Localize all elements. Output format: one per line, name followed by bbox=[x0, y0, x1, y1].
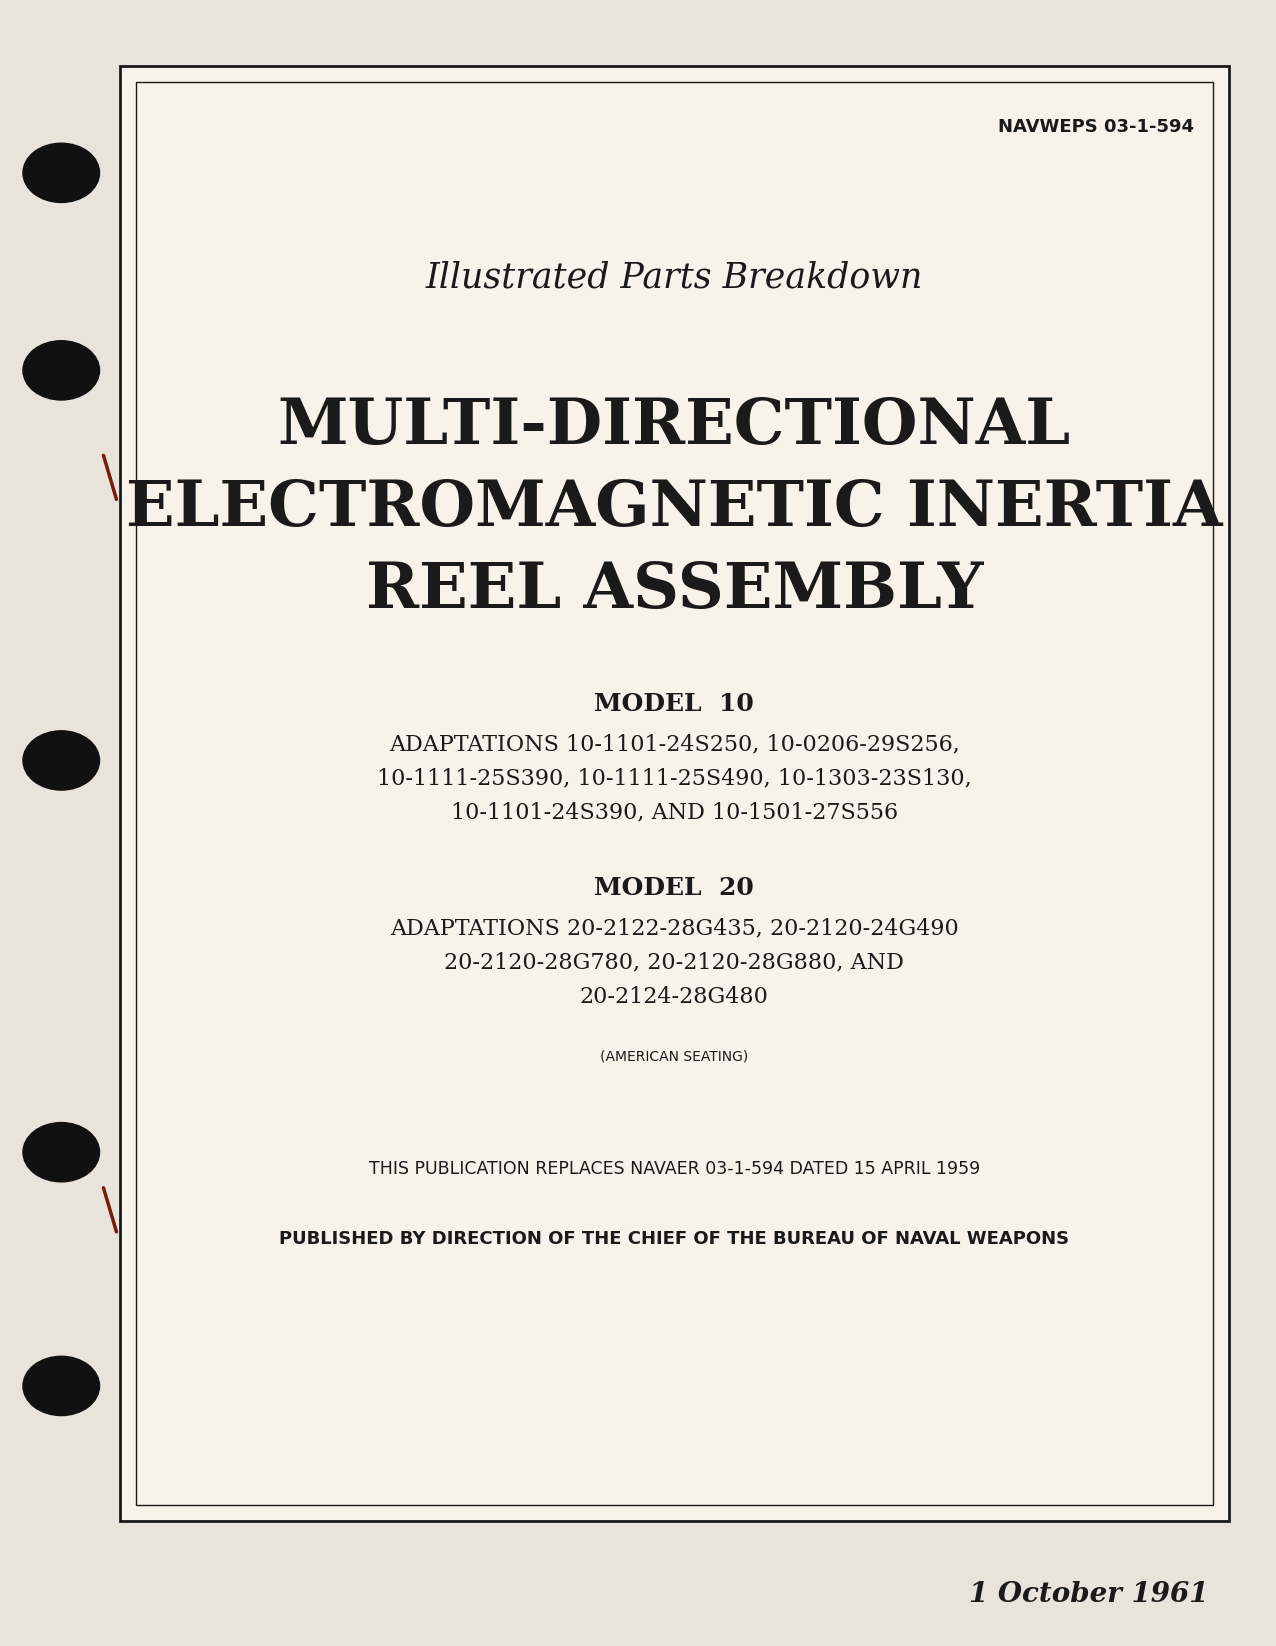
Text: MULTI-DIRECTIONAL: MULTI-DIRECTIONAL bbox=[278, 395, 1071, 458]
Bar bbox=[120, 66, 1229, 1521]
Ellipse shape bbox=[23, 731, 100, 790]
Text: MODEL  20: MODEL 20 bbox=[595, 876, 754, 900]
Text: 20-2124-28G480: 20-2124-28G480 bbox=[579, 986, 769, 1007]
Text: PUBLISHED BY DIRECTION OF THE CHIEF OF THE BUREAU OF NAVAL WEAPONS: PUBLISHED BY DIRECTION OF THE CHIEF OF T… bbox=[279, 1230, 1069, 1248]
Text: 10-1111-25S390, 10-1111-25S490, 10-1303-23S130,: 10-1111-25S390, 10-1111-25S490, 10-1303-… bbox=[376, 767, 972, 790]
Text: 1 October 1961: 1 October 1961 bbox=[970, 1580, 1208, 1608]
Text: Illustrated Parts Breakdown: Illustrated Parts Breakdown bbox=[426, 260, 923, 295]
Text: ADAPTATIONS 10-1101-24S250, 10-0206-29S256,: ADAPTATIONS 10-1101-24S250, 10-0206-29S2… bbox=[389, 734, 960, 756]
Ellipse shape bbox=[23, 143, 100, 202]
Ellipse shape bbox=[23, 341, 100, 400]
Text: 10-1101-24S390, AND 10-1501-27S556: 10-1101-24S390, AND 10-1501-27S556 bbox=[450, 802, 898, 825]
Bar bbox=[137, 82, 1212, 1504]
Text: REEL ASSEMBLY: REEL ASSEMBLY bbox=[366, 560, 983, 621]
Text: NAVWEPS 03-1-594: NAVWEPS 03-1-594 bbox=[998, 119, 1194, 137]
Ellipse shape bbox=[23, 1356, 100, 1416]
Text: THIS PUBLICATION REPLACES NAVAER 03-1-594 DATED 15 APRIL 1959: THIS PUBLICATION REPLACES NAVAER 03-1-59… bbox=[369, 1160, 980, 1179]
Text: ELECTROMAGNETIC INERTIA: ELECTROMAGNETIC INERTIA bbox=[126, 477, 1222, 538]
Text: ADAPTATIONS 20-2122-28G435, 20-2120-24G490: ADAPTATIONS 20-2122-28G435, 20-2120-24G4… bbox=[390, 918, 958, 940]
Text: MODEL  10: MODEL 10 bbox=[595, 691, 754, 716]
Text: (AMERICAN SEATING): (AMERICAN SEATING) bbox=[600, 1050, 749, 1063]
Text: 20-2120-28G780, 20-2120-28G880, AND: 20-2120-28G780, 20-2120-28G880, AND bbox=[444, 951, 905, 974]
Ellipse shape bbox=[23, 1123, 100, 1182]
